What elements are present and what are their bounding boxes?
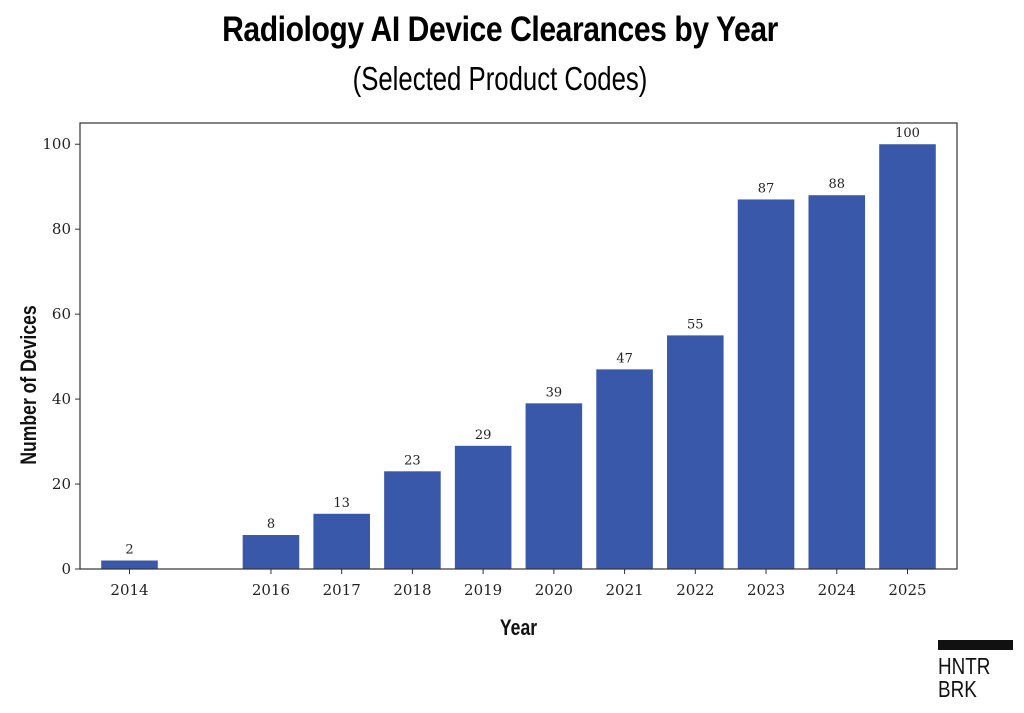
- x-tick-label: 2014: [110, 581, 148, 599]
- bar-2019: [454, 445, 512, 569]
- logo-bar: [938, 640, 1013, 650]
- data-label-2025: 100: [895, 126, 920, 141]
- bar-2021: [596, 369, 653, 569]
- x-tick-label: 2024: [818, 581, 856, 599]
- y-tick-label: 60: [52, 305, 71, 323]
- y-tick-label: 100: [42, 135, 71, 153]
- bar-2025: [879, 144, 936, 569]
- x-tick-label: 2023: [747, 581, 785, 599]
- data-label-2019: 29: [475, 428, 492, 443]
- bar-2022: [667, 335, 724, 569]
- bar-2023: [737, 199, 795, 569]
- y-tick-label: 40: [52, 390, 71, 408]
- plot-frame: [79, 122, 958, 570]
- chart-title: Radiology AI Device Clearances by Year: [222, 10, 778, 49]
- logo-text: HNTR BRK: [938, 655, 1000, 701]
- data-label-2020: 39: [546, 385, 563, 400]
- data-label-2024: 88: [828, 177, 845, 192]
- data-label-2018: 23: [404, 453, 421, 468]
- x-tick-label: 2020: [535, 581, 573, 599]
- bar-2016: [242, 535, 300, 569]
- y-tick-label: 0: [61, 560, 71, 578]
- data-label-2016: 8: [267, 517, 275, 532]
- data-label-2017: 13: [333, 496, 350, 511]
- y-axis-label: Number of Devices: [17, 305, 41, 464]
- y-tick-label: 80: [52, 220, 71, 238]
- x-tick-label: 2025: [888, 581, 926, 599]
- y-tick-label: 20: [52, 475, 71, 493]
- x-tick-label: 2022: [676, 581, 714, 599]
- bar-2017: [313, 513, 370, 569]
- data-label-2022: 55: [687, 317, 704, 332]
- bar-2020: [525, 403, 583, 569]
- chart-subtitle: (Selected Product Codes): [352, 60, 648, 97]
- logo-line-1: HNTR: [938, 653, 991, 679]
- x-tick-label: 2018: [393, 581, 431, 599]
- x-tick-label: 2016: [252, 581, 290, 599]
- x-tick-label: 2017: [323, 581, 361, 599]
- brand-logo: HNTR BRK: [938, 640, 1013, 701]
- logo-line-2: BRK: [938, 676, 977, 702]
- data-label-2021: 47: [616, 351, 633, 366]
- bar-2018: [384, 471, 441, 569]
- data-label-2014: 2: [125, 543, 133, 558]
- x-tick-label: 2021: [605, 581, 643, 599]
- bar-2014: [101, 560, 158, 569]
- x-axis-label: Year: [500, 616, 537, 640]
- data-label-2023: 87: [758, 181, 775, 196]
- x-tick-label: 2019: [464, 581, 502, 599]
- bar-2024: [808, 195, 866, 569]
